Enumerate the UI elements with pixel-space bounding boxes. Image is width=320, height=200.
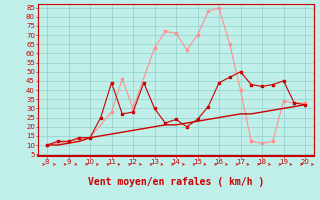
X-axis label: Vent moyen/en rafales ( km/h ): Vent moyen/en rafales ( km/h ) (88, 177, 264, 187)
